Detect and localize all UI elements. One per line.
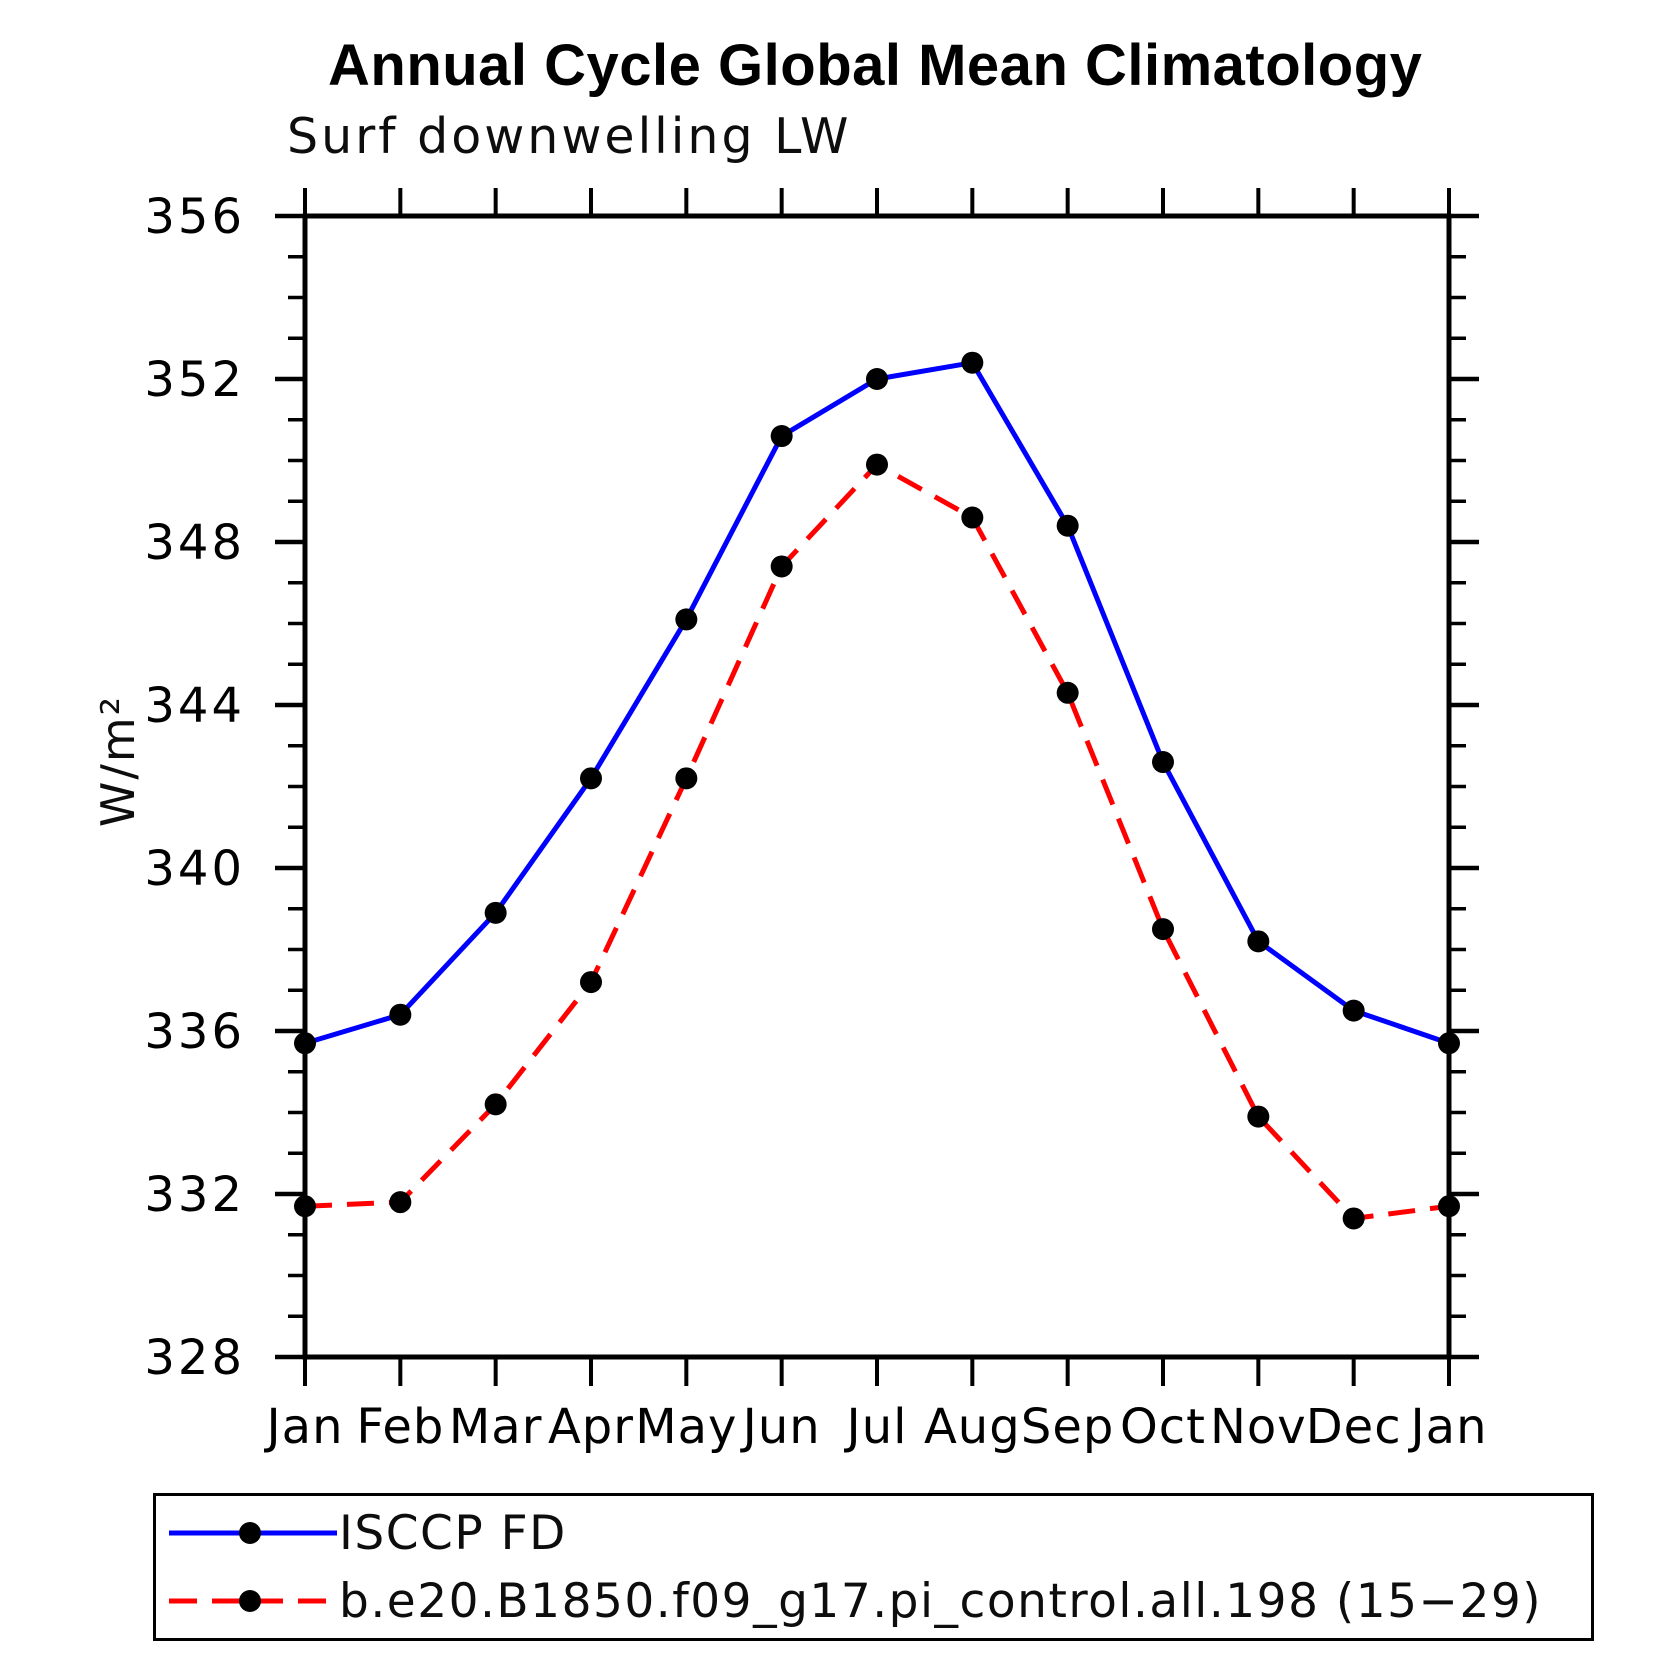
y-axis-tick-label: 356 [144, 189, 245, 245]
data-point-series-0 [866, 368, 888, 390]
legend-label: ISCCP FD [339, 1505, 567, 1561]
data-point-series-0 [961, 351, 984, 374]
legend-item-isccp-fd: ISCCP FD [156, 1499, 1591, 1567]
legend-box: ISCCP FD b.e20.B1850.f09_g17.pi_control.… [153, 1493, 1594, 1641]
series-line-1 [304, 461, 1450, 1222]
legend-marker-dot [239, 1522, 261, 1544]
x-axis-month-label: Jan [1408, 1399, 1488, 1455]
data-point-series-1 [484, 1093, 507, 1116]
data-point-series-0 [675, 608, 698, 631]
data-point-series-0 [389, 1003, 412, 1026]
x-axis-month-label: Nov [1210, 1399, 1307, 1455]
y-axis-tick-label: 352 [144, 352, 245, 408]
data-point-series-1 [1247, 1105, 1270, 1128]
y-axis-tick-label: 332 [144, 1167, 245, 1223]
x-axis-month-label: Mar [449, 1399, 543, 1455]
data-point-series-1 [1056, 681, 1079, 704]
data-point-series-1 [1152, 918, 1174, 941]
y-axis-tick-label: 340 [144, 841, 245, 897]
chart-subtitle: Surf downwelling LW [287, 108, 852, 165]
y-axis-tick-label: 344 [144, 678, 245, 734]
data-point-series-1 [1342, 1207, 1365, 1230]
chart-title: Annual Cycle Global Mean Climatology [328, 33, 1423, 98]
x-axis-month-label: Apr [548, 1399, 634, 1455]
data-point-series-1 [675, 767, 698, 790]
x-axis-month-label: Jan [264, 1399, 344, 1455]
legend-item-model-run: b.e20.B1850.f09_g17.pi_control.all.198 (… [156, 1567, 1591, 1635]
x-axis-month-label: Feb [356, 1399, 444, 1455]
data-point-series-1 [1438, 1195, 1460, 1218]
y-axis-tick-label: 348 [144, 515, 245, 571]
legend-marker-dot [239, 1590, 261, 1612]
data-point-series-0 [484, 901, 507, 924]
data-point-series-1 [294, 1195, 316, 1218]
y-axis-tick-label: 328 [144, 1330, 245, 1386]
plot-frame [302, 213, 1452, 1360]
data-point-series-0 [770, 425, 793, 448]
data-point-series-0 [1342, 999, 1365, 1022]
x-axis-month-label: Aug [924, 1399, 1021, 1455]
legend-swatch-dashed-line [169, 1590, 337, 1612]
data-point-series-1 [580, 971, 602, 994]
legend-label: b.e20.B1850.f09_g17.pi_control.all.198 (… [339, 1573, 1543, 1629]
data-point-series-1 [961, 506, 984, 529]
data-point-series-0 [580, 767, 602, 790]
legend-swatch-solid-line [169, 1522, 337, 1544]
x-axis-month-label: May [635, 1399, 737, 1455]
data-point-series-0 [1152, 751, 1174, 774]
data-point-series-1 [866, 453, 888, 476]
data-point-series-0 [1438, 1032, 1460, 1055]
x-axis-month-label: Oct [1120, 1399, 1206, 1455]
data-point-series-0 [1247, 930, 1270, 953]
x-axis-month-label: Jul [844, 1399, 908, 1455]
x-axis-month-label: Jun [740, 1399, 821, 1455]
data-point-series-1 [389, 1191, 412, 1214]
data-point-series-0 [294, 1032, 316, 1055]
data-point-series-0 [1056, 514, 1079, 537]
data-point-series-1 [770, 555, 793, 578]
y-axis-tick-label: 336 [144, 1004, 245, 1060]
x-axis-month-label: Dec [1306, 1399, 1402, 1455]
x-axis-month-label: Sep [1021, 1399, 1114, 1455]
